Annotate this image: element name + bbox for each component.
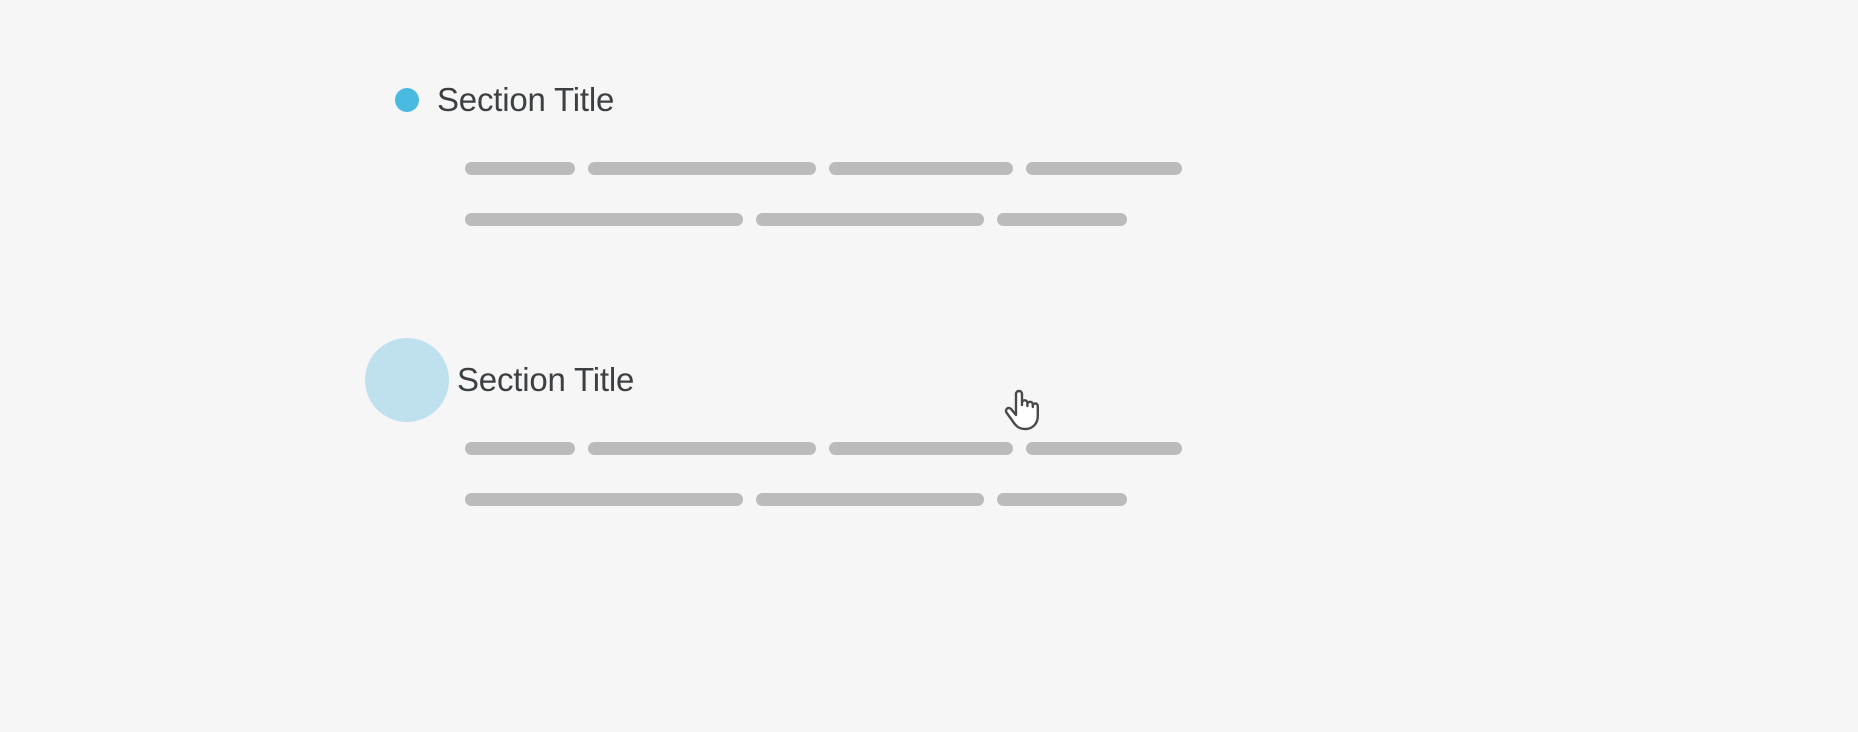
placeholder-bar [756,213,984,226]
section-title[interactable]: Section Title [437,81,614,119]
section-header[interactable]: Section Title [395,358,1195,402]
canvas: Section Title Section Title [0,0,1858,732]
placeholder-bar [1026,162,1182,175]
placeholder-body [465,162,1195,226]
placeholder-bar [756,493,984,506]
placeholder-bar [997,493,1127,506]
section-2: Section Title [395,358,1195,506]
placeholder-bar [1026,442,1182,455]
placeholder-row [465,493,1195,506]
placeholder-bar [829,162,1013,175]
pointer-cursor-icon [1002,388,1042,437]
placeholder-bar [465,213,743,226]
bullet-dot-icon[interactable] [395,88,419,112]
placeholder-bar [465,162,575,175]
placeholder-bar [588,442,816,455]
section-title[interactable]: Section Title [457,361,634,399]
placeholder-row [465,162,1195,175]
placeholder-body [465,442,1195,506]
section-1: Section Title [395,78,1195,226]
placeholder-bar [465,442,575,455]
placeholder-bar [997,213,1127,226]
placeholder-bar [588,162,816,175]
bullet-dot-hover-icon[interactable] [365,338,449,422]
placeholder-bar [829,442,1013,455]
placeholder-row [465,442,1195,455]
placeholder-bar [465,493,743,506]
section-header[interactable]: Section Title [395,78,1195,122]
placeholder-row [465,213,1195,226]
